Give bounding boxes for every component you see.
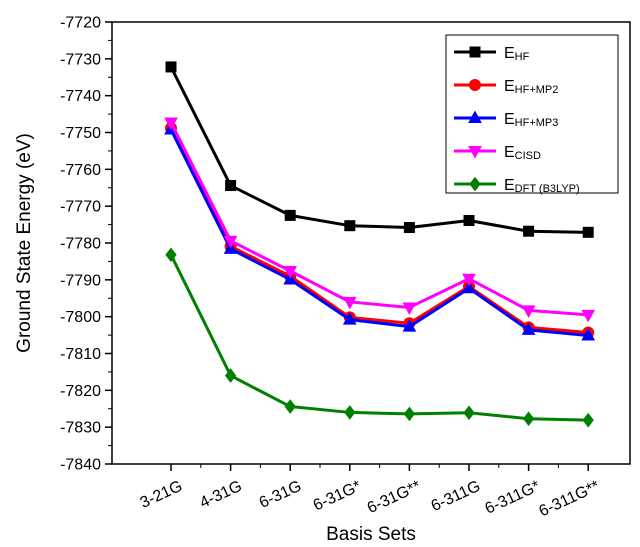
series-0: [165, 61, 594, 238]
series-line: [169, 127, 589, 334]
legend-entry: EHF+MP2: [454, 78, 558, 96]
y-tick-label: -7830: [60, 420, 101, 437]
y-tick-label: -7810: [60, 346, 101, 363]
data-point: [521, 305, 536, 318]
legend-swatch-marker: [469, 46, 481, 58]
y-tick-label: -7800: [60, 309, 101, 326]
legend-label: EHF+MP2: [504, 78, 558, 96]
data-point: [521, 322, 536, 335]
series-3: [164, 117, 596, 323]
legend-swatch-marker: [468, 146, 482, 159]
x-tick-label: 6-311G**: [537, 478, 603, 521]
x-tick-label: 6-311G*: [483, 478, 543, 518]
data-point: [344, 405, 356, 420]
data-point: [403, 222, 415, 234]
data-point: [402, 302, 417, 316]
data-point: [284, 209, 296, 221]
data-point: [462, 273, 476, 287]
x-tick-label: 6-31G**: [365, 478, 424, 517]
legend: EHF EHF+MP2 EHF+MP3 ECISD EDFT (B3LYP): [445, 34, 619, 195]
legend-entry: EDFT (B3LYP): [454, 176, 580, 195]
data-point: [522, 411, 535, 427]
series-line: [169, 121, 589, 317]
legend-label: EHF: [504, 45, 530, 63]
data-point: [224, 368, 237, 383]
data-point: [403, 406, 416, 422]
series-4: [165, 247, 594, 428]
data-point: [463, 405, 475, 421]
data-point: [165, 247, 177, 263]
y-tick-label: -7730: [60, 51, 101, 68]
x-axis: 3-21G 4-31G 6-31G 6-31G* 6-31G** 6-311G 6-311G…: [138, 464, 603, 521]
data-point: [283, 265, 298, 279]
series-line: [169, 254, 589, 422]
x-tick-label: 6-31G: [257, 478, 304, 512]
data-point: [342, 296, 357, 310]
y-tick-label: -7820: [60, 383, 101, 400]
legend-swatch-marker: [469, 176, 481, 192]
data-point: [342, 312, 357, 325]
legend-label: ECISD: [504, 144, 541, 162]
data-point: [582, 412, 594, 428]
y-axis-title: Ground State Energy (eV): [14, 133, 35, 353]
data-point: [164, 117, 178, 131]
data-point: [225, 180, 237, 192]
data-point: [523, 225, 535, 237]
data-point: [223, 235, 238, 249]
series-line: [169, 66, 589, 234]
data-point: [581, 309, 596, 323]
data-point: [165, 61, 177, 73]
x-tick-label: 4-31G: [197, 478, 244, 512]
data-point: [344, 220, 356, 232]
x-tick-label: 6-311G: [429, 478, 483, 515]
legend-entry: EHF: [454, 45, 530, 63]
y-tick-label: -7780: [60, 236, 101, 253]
y-axis: -7720 -7730 -7740 -7750 -7760 -7770 -7780 -7790…: [60, 15, 112, 474]
y-tick-label: -7760: [60, 162, 101, 179]
x-tick-label: 3-21G: [138, 478, 185, 512]
data-point: [582, 226, 594, 238]
y-tick-label: -7740: [60, 88, 101, 105]
legend-entry: EHF+MP3: [454, 110, 558, 129]
data-point: [463, 215, 475, 227]
legend-frame: [445, 34, 619, 194]
series-line: [169, 128, 589, 337]
x-tick-label: 6-31G*: [311, 478, 364, 515]
legend-label: EHF+MP3: [504, 111, 558, 129]
y-tick-label: -7770: [60, 199, 101, 216]
x-axis-title: Basis Sets: [326, 524, 416, 545]
y-tick-label: -7790: [60, 272, 101, 289]
legend-swatch-marker: [468, 110, 482, 123]
data-point: [581, 327, 596, 341]
data-point: [462, 280, 476, 294]
legend-swatch-marker: [469, 79, 481, 91]
data-point: [402, 319, 417, 332]
series-layer: [164, 61, 596, 428]
y-tick-label: -7720: [60, 15, 101, 32]
data-point: [284, 399, 296, 414]
y-tick-label: -7840: [60, 457, 101, 474]
legend-entry: ECISD: [454, 144, 541, 162]
y-tick-label: -7750: [60, 125, 101, 142]
legend-label: EDFT (B3LYP): [504, 177, 580, 195]
